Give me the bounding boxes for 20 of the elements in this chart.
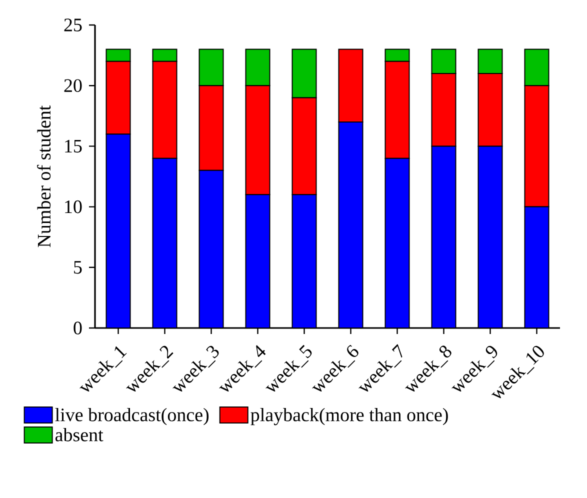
bar bbox=[198, 170, 224, 328]
bar bbox=[245, 194, 270, 328]
bar bbox=[478, 146, 503, 328]
y-tick-label: 25 bbox=[64, 18, 82, 32]
bar bbox=[431, 146, 456, 328]
legend-label: playback(more than once) bbox=[250, 408, 448, 426]
y-tick-label: 20 bbox=[64, 79, 82, 92]
bar bbox=[152, 158, 178, 328]
y-tick-label: 0 bbox=[74, 322, 82, 334]
y-axis-title: Number of student bbox=[37, 105, 51, 248]
bar bbox=[292, 194, 317, 328]
bar bbox=[524, 206, 550, 328]
y-tick-label: 5 bbox=[74, 261, 82, 274]
bar bbox=[384, 158, 410, 328]
y-tick-label: 10 bbox=[65, 200, 82, 214]
legend-label: absent bbox=[55, 428, 104, 442]
legend-label: live broadcast(once) bbox=[55, 408, 209, 426]
bar bbox=[338, 121, 364, 328]
bar bbox=[106, 134, 131, 328]
y-tick-label: 15 bbox=[65, 140, 82, 153]
